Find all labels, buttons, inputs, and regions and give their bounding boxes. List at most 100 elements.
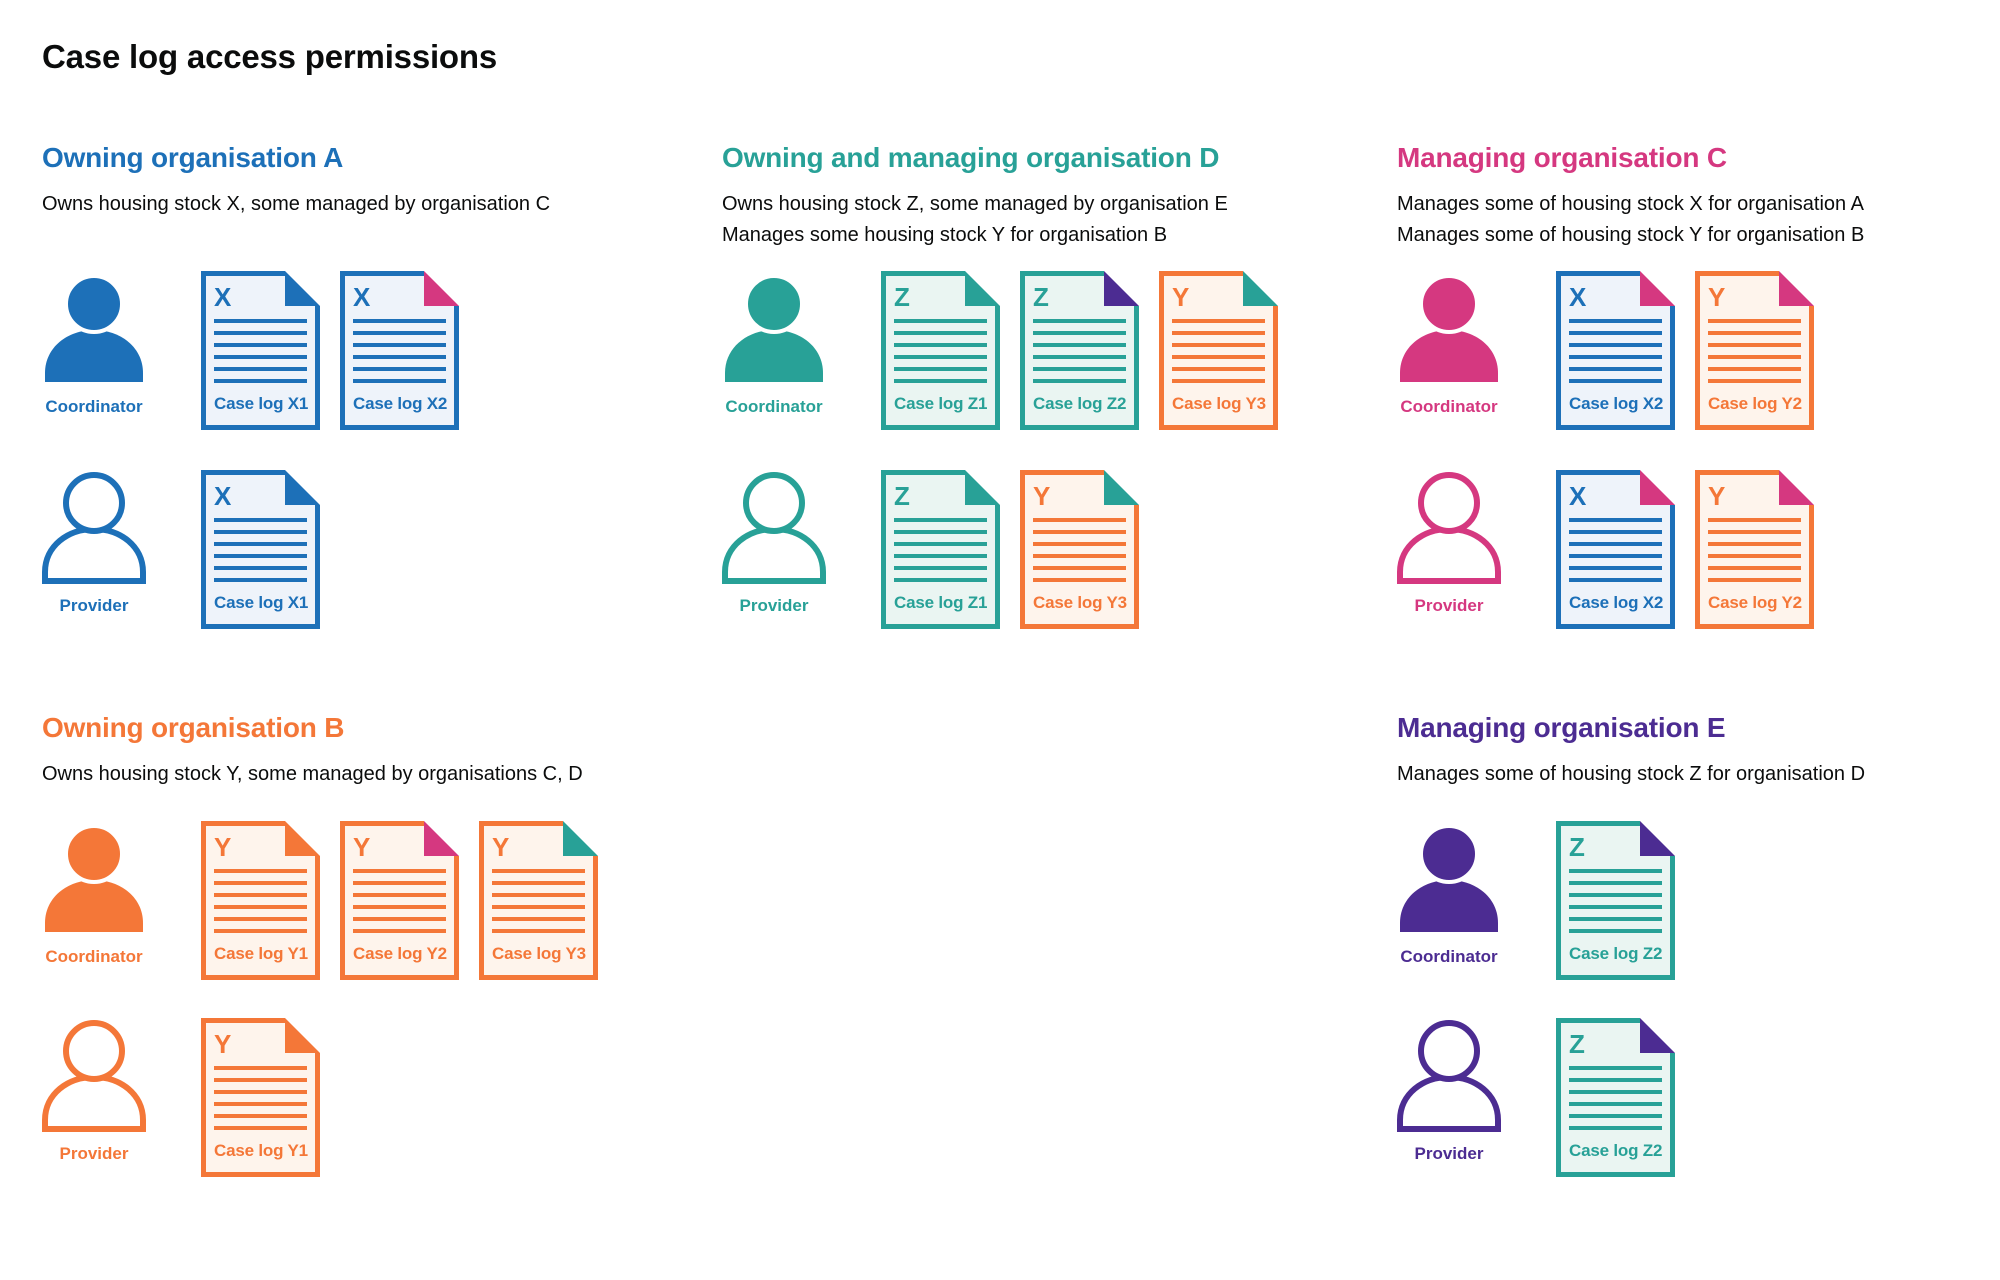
document-lines — [1569, 518, 1662, 590]
document-lines — [894, 319, 987, 391]
document-lines — [1033, 518, 1126, 590]
section-title: Owning organisation B — [42, 712, 345, 743]
case-log-doc: Z Case log Z2 — [1556, 821, 1675, 980]
section-managing-org-c: Managing organisation C Manages some of … — [1397, 142, 2000, 629]
case-log-doc: Y Case log Y2 — [340, 821, 459, 980]
provider-figure: Provider — [42, 471, 146, 616]
folded-corner-icon — [1640, 1018, 1675, 1053]
folded-corner-icon — [965, 271, 1000, 306]
person-outline-icon — [722, 472, 826, 584]
stock-letter: Y — [1708, 481, 1726, 511]
person-filled-icon — [1400, 274, 1498, 382]
stock-letter: Y — [1033, 481, 1051, 511]
case-log-label: Case log Y1 — [214, 944, 308, 963]
case-log-label: Case log Y2 — [353, 944, 447, 963]
case-log-label: Case log Z2 — [1033, 394, 1127, 413]
case-log-doc: Z Case log Z2 — [1020, 271, 1139, 430]
case-log-label: Case log X2 — [1569, 593, 1664, 612]
page-title: Case log access permissions — [42, 38, 498, 75]
role-label: Coordinator — [1400, 947, 1498, 966]
section-owning-managing-org-d: Owning and managing organisation D Owns … — [722, 142, 1382, 629]
document-lines — [1569, 869, 1662, 941]
folded-corner-icon — [1640, 271, 1675, 306]
description-line: Owns housing stock X, some managed by or… — [42, 193, 551, 215]
document-lines — [214, 518, 307, 590]
section-title: Managing organisation E — [1397, 712, 1726, 743]
person-outline-icon — [42, 1020, 146, 1132]
section-description: Owns housing stock Y, some managed by or… — [42, 759, 702, 790]
folded-corner-icon — [424, 821, 459, 856]
case-log-doc: Y Case log Y1 — [201, 1018, 320, 1177]
provider-row: Provider X Case log X1 — [42, 470, 702, 655]
stock-letter: Z — [894, 481, 910, 511]
document-lines — [214, 1066, 307, 1138]
folded-corner-icon — [285, 470, 320, 505]
role-label: Coordinator — [1400, 397, 1498, 416]
coordinator-figure: Coordinator — [1397, 272, 1501, 417]
provider-row: Provider Y Case log Y1 — [42, 1018, 702, 1203]
stock-letter: Y — [353, 832, 371, 862]
provider-figure: Provider — [42, 1019, 146, 1164]
stock-letter: X — [353, 282, 371, 312]
folded-corner-icon — [1779, 470, 1814, 505]
document-lines — [1708, 518, 1801, 590]
folded-corner-icon — [1640, 821, 1675, 856]
role-label: Coordinator — [45, 397, 143, 416]
role-label: Provider — [1414, 1144, 1484, 1163]
section-title: Owning and managing organisation D — [722, 142, 1220, 173]
stock-letter: Z — [1569, 1029, 1585, 1059]
document-lines — [1708, 319, 1801, 391]
case-log-doc: Y Case log Y1 — [201, 821, 320, 980]
description-line: Manages some housing stock Y for organis… — [722, 224, 1168, 246]
document-lines — [894, 518, 987, 590]
section-owning-org-b: Owning organisation B Owns housing stock… — [42, 712, 702, 1177]
stock-letter: Z — [894, 282, 910, 312]
document-lines — [353, 319, 446, 391]
folded-corner-icon — [965, 470, 1000, 505]
stock-letter: X — [1569, 481, 1587, 511]
role-label: Provider — [739, 596, 809, 615]
case-log-doc: Z Case log Z1 — [881, 470, 1000, 629]
description-line: Owns housing stock Z, some managed by or… — [722, 193, 1228, 215]
person-filled-icon — [1400, 824, 1498, 932]
document-lines — [353, 869, 446, 941]
folded-corner-icon — [285, 1018, 320, 1053]
case-log-label: Case log Y1 — [214, 1141, 308, 1160]
description-line: Manages some of housing stock X for orga… — [1397, 193, 1864, 215]
case-log-label: Case log Y2 — [1708, 593, 1802, 612]
coordinator-figure: Coordinator — [42, 272, 146, 417]
provider-figure: Provider — [1397, 471, 1501, 616]
case-log-doc: X Case log X1 — [201, 271, 320, 430]
case-log-doc: X Case log X1 — [201, 470, 320, 629]
case-log-label: Case log Y3 — [1172, 394, 1266, 413]
case-log-label: Case log Z2 — [1569, 944, 1663, 963]
section-description: Owns housing stock Z, some managed by or… — [722, 189, 1382, 251]
case-log-label: Case log Y2 — [1708, 394, 1802, 413]
coordinator-row: Coordinator X Case log X1 X Case log X2 — [42, 271, 702, 456]
case-log-doc: X Case log X2 — [340, 271, 459, 430]
description-line: Manages some of housing stock Y for orga… — [1397, 224, 1865, 246]
folded-corner-icon — [285, 821, 320, 856]
stock-letter: Z — [1033, 282, 1049, 312]
role-label: Provider — [59, 1144, 129, 1163]
section-managing-org-e: Managing organisation E Manages some of … — [1397, 712, 2000, 1177]
document-lines — [214, 869, 307, 941]
folded-corner-icon — [1243, 271, 1278, 306]
provider-figure: Provider — [1397, 1019, 1501, 1164]
folded-corner-icon — [1779, 271, 1814, 306]
section-title: Owning organisation A — [42, 142, 344, 173]
folded-corner-icon — [424, 271, 459, 306]
section-title: Managing organisation C — [1397, 142, 1727, 173]
coordinator-row: Coordinator Z Case log Z2 — [1397, 821, 2000, 1006]
document-lines — [492, 869, 585, 941]
coordinator-figure: Coordinator — [42, 822, 146, 967]
case-log-label: Case log Y3 — [492, 944, 586, 963]
coordinator-row: Coordinator Z Case log Z1 Z Case log Z2 … — [722, 271, 1382, 456]
case-log-label: Case log X2 — [1569, 394, 1664, 413]
role-label: Provider — [1414, 596, 1484, 615]
document-lines — [1172, 319, 1265, 391]
case-log-doc: Z Case log Z1 — [881, 271, 1000, 430]
coordinator-figure: Coordinator — [722, 272, 826, 417]
provider-figure: Provider — [722, 471, 826, 616]
